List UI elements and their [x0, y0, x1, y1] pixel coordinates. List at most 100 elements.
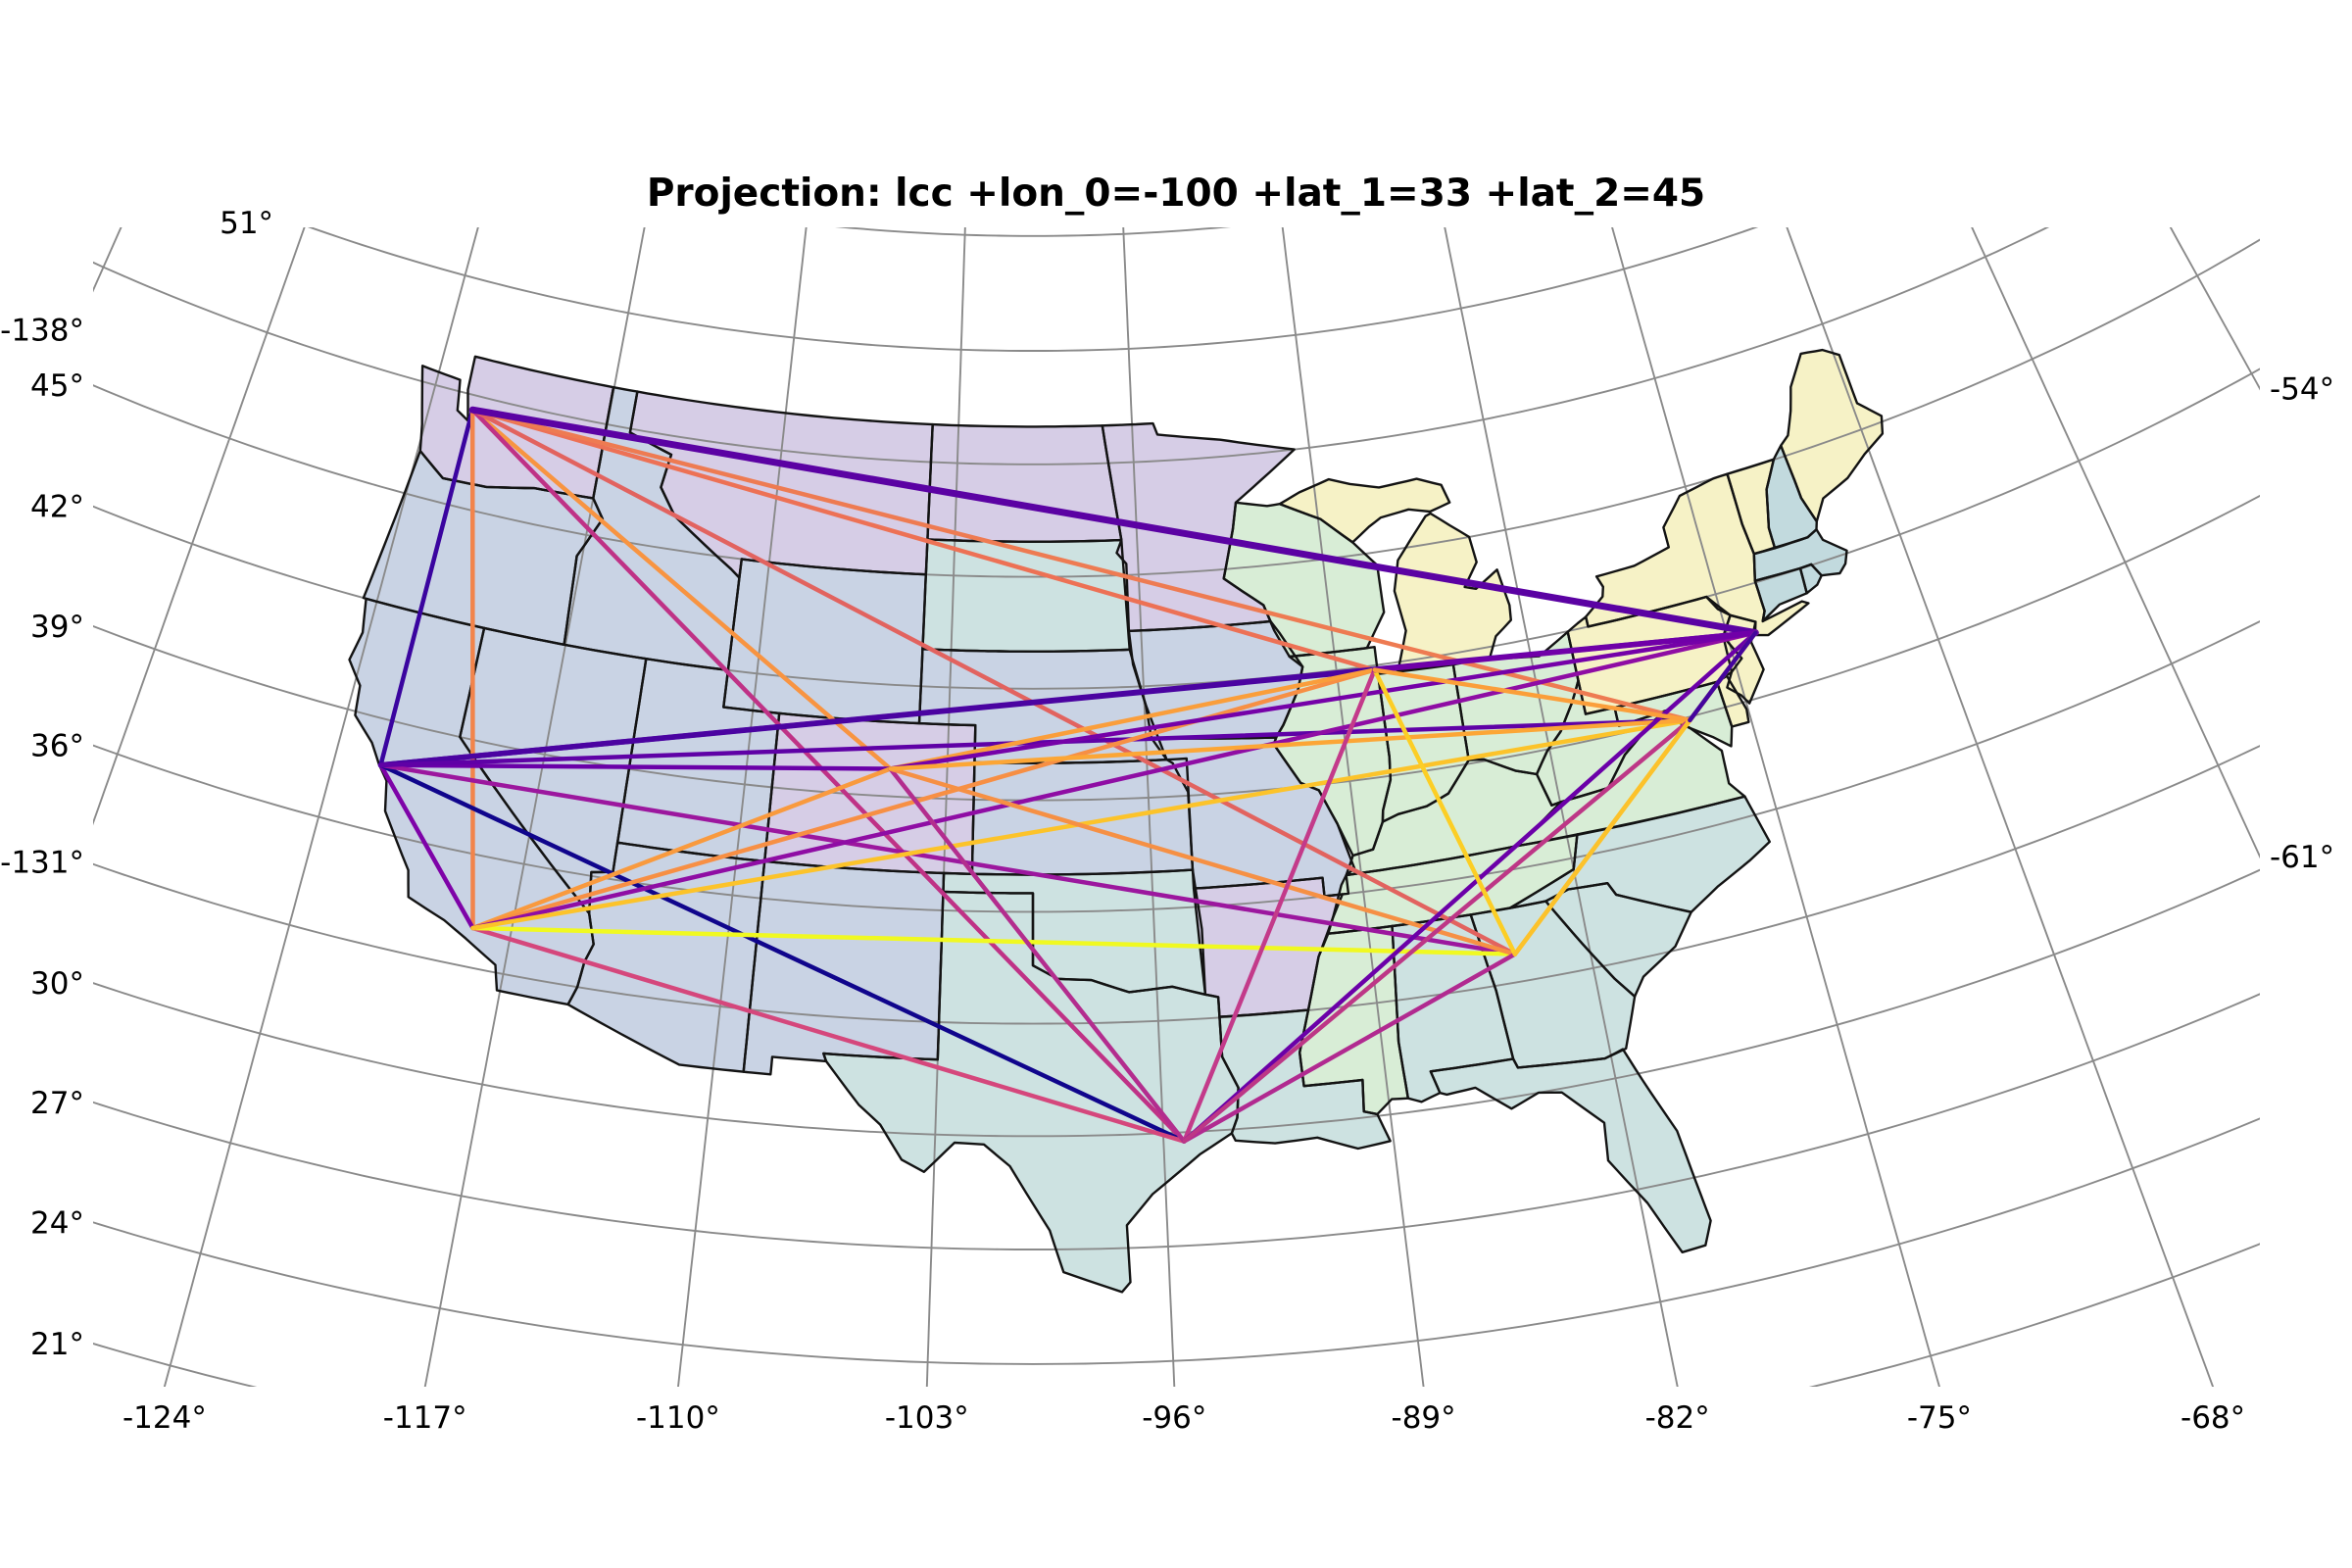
state-border-MO [1150, 736, 1356, 898]
state-border-MI-UP [1278, 477, 1451, 544]
state-shape-FL [1430, 1049, 1711, 1252]
state-shape-MA [1753, 529, 1847, 581]
tick-label--96deg: -96° [1142, 1400, 1206, 1436]
tick-label-30deg: 30° [30, 966, 84, 1002]
state-shape-CT [1754, 567, 1807, 621]
tick-label-51deg: 51° [220, 206, 273, 241]
grid-parallel-48 [93, 227, 2050, 466]
grid-parallel-42 [93, 368, 2260, 690]
network-edge-SFO-WAS [378, 717, 1692, 767]
network-edge-DEN-ATL [888, 766, 1518, 956]
grid-meridian--61 [1971, 227, 2260, 859]
network-edge-HOU-CHI [1182, 667, 1377, 1144]
grid-parallel-36 [93, 619, 2260, 913]
network-edge-DEN-WAS [888, 717, 1692, 771]
network-edge-SEA-HOU [469, 407, 1187, 1144]
grid-parallel-51 [307, 227, 1759, 352]
grid-parallel-33 [93, 745, 2260, 1025]
state-shape-MI-UP [1279, 478, 1450, 543]
state-shape-AL [1392, 914, 1514, 1102]
network-edge-LAX-HOU [470, 925, 1187, 1144]
tick-label-45deg: 45° [30, 368, 84, 404]
state-shape-TN [1328, 834, 1578, 934]
grid-meridian--89 [1281, 227, 1425, 1387]
network-edge-SEA-NYC [468, 406, 1759, 637]
tick-label-42deg: 42° [30, 490, 84, 525]
state-shape-SD [922, 539, 1130, 652]
tick-label--124deg: -124° [122, 1400, 207, 1436]
grid-meridian--117 [423, 227, 646, 1387]
network-edge-SFO-ATL [378, 762, 1518, 956]
grid-parallel-39 [93, 494, 2260, 802]
network-edge-ATL-WAS [1512, 717, 1692, 956]
network-layer [377, 406, 1759, 1144]
network-edge-DEN-HOU [888, 766, 1187, 1144]
state-shape-LA [1219, 1009, 1391, 1149]
tick-label--131deg: -131° [0, 846, 84, 881]
state-shape-WI [1223, 502, 1385, 657]
network-edge-SFO-DEN [378, 762, 893, 771]
state-shape-NH [1766, 445, 1817, 549]
network-edge-HOU-WAS [1182, 717, 1692, 1144]
state-shape-NM [743, 860, 945, 1075]
tick-label-39deg: 39° [30, 610, 84, 645]
grid-parallel-45 [93, 238, 2260, 578]
state-shape-NV [460, 627, 647, 913]
state-shape-KS [971, 759, 1193, 875]
grid-meridian--124 [163, 227, 479, 1387]
grid-meridian--96 [1122, 227, 1176, 1387]
grid-parallel-27 [93, 993, 2260, 1250]
states-fill-layer [349, 350, 1883, 1293]
network-edge-CHI-WAS [1372, 667, 1692, 723]
grid-meridian--103 [925, 227, 966, 1387]
state-shape-ME [1781, 350, 1883, 522]
tick-label--89deg: -89° [1392, 1400, 1456, 1436]
network-edge-SFO-LAX [378, 762, 475, 931]
axis-labels-layer: 51° -138° 45° 42° 39° 36° -131° 30° 27° 24° 21° -12… [0, 206, 2334, 1436]
state-border-TX [822, 890, 1240, 1294]
tick-label--61deg: -61° [2270, 840, 2334, 875]
tick-label-36deg: 36° [30, 729, 84, 764]
network-edge-CHI-ATL [1372, 667, 1518, 956]
tick-label--138deg: -138° [0, 313, 84, 348]
state-shape-MS [1299, 926, 1408, 1114]
network-edge-DEN-NYC [888, 630, 1758, 771]
state-shape-VT [1727, 459, 1776, 555]
network-edge-SEA-WAS [469, 407, 1692, 723]
tick-label--68deg: -68° [2180, 1400, 2245, 1436]
grid-meridian--75 [1611, 227, 1940, 1387]
tick-label--75deg: -75° [1907, 1400, 1972, 1436]
network-edge-CHI-NYC [1371, 629, 1759, 673]
state-shape-KY [1346, 759, 1561, 875]
network-edge-SEA-DEN [469, 407, 893, 771]
grid-meridian--110 [677, 227, 808, 1387]
network-edge-HOU-ATL [1182, 952, 1518, 1144]
tick-label-24deg: 24° [30, 1205, 84, 1241]
network-edge-LAX-ATL [470, 925, 1518, 956]
tick-label--54deg: -54° [2270, 372, 2334, 408]
network-edge-LAX-NYC [470, 630, 1758, 931]
tick-label--103deg: -103° [885, 1400, 969, 1436]
state-shape-MN [1102, 423, 1295, 631]
state-shape-MI [1394, 513, 1511, 671]
figure-title: Projection: lcc +lon_0=-100 +lat_1=33 +l… [647, 172, 1705, 216]
state-border-AZ [566, 841, 766, 1073]
network-edge-SEA-SFO [378, 407, 475, 767]
grid-parallel-30 [93, 868, 2260, 1138]
state-shape-OK [943, 869, 1205, 995]
grid-parallel-54 [834, 227, 1232, 237]
state-shape-CO [764, 712, 976, 874]
grid-meridian--54 [2169, 227, 2260, 391]
network-edge-SFO-HOU [378, 762, 1187, 1144]
tick-label--117deg: -117° [383, 1400, 467, 1436]
state-shape-NY [1586, 473, 1809, 636]
tick-label--110deg: -110° [636, 1400, 720, 1436]
state-border-ME [1780, 348, 1885, 523]
network-edge-LAX-DEN [470, 766, 893, 931]
tick-label-27deg: 27° [30, 1086, 84, 1121]
tick-label-21deg: 21° [30, 1327, 84, 1362]
state-border-FL [1429, 1048, 1712, 1253]
state-shape-AZ [567, 842, 765, 1072]
